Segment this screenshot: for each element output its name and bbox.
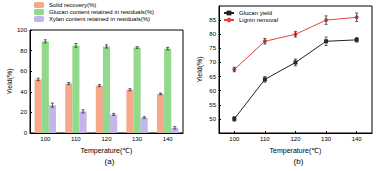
svg-text:(b): (b) — [294, 157, 304, 166]
svg-text:Yield(%): Yield(%) — [196, 56, 204, 82]
svg-text:110: 110 — [71, 136, 81, 142]
svg-text:100: 100 — [17, 27, 28, 33]
svg-text:55: 55 — [209, 102, 216, 108]
svg-text:130: 130 — [321, 136, 332, 142]
svg-text:75: 75 — [209, 45, 216, 51]
svg-text:60: 60 — [20, 68, 27, 74]
svg-text:100: 100 — [229, 136, 240, 142]
svg-text:Xylan content retained in resi: Xylan content retained in residuals(%) — [49, 16, 150, 22]
svg-text:85: 85 — [209, 17, 216, 23]
svg-text:130: 130 — [132, 136, 143, 142]
svg-text:80: 80 — [209, 31, 216, 37]
svg-text:Solid recovery(%): Solid recovery(%) — [49, 2, 96, 8]
svg-text:65: 65 — [209, 74, 216, 80]
svg-text:110: 110 — [260, 136, 270, 142]
svg-text:20: 20 — [20, 109, 27, 115]
svg-text:120: 120 — [101, 136, 112, 142]
svg-text:Lignin removal: Lignin removal — [239, 17, 278, 23]
svg-text:Yield(%): Yield(%) — [6, 68, 14, 94]
svg-text:60: 60 — [209, 88, 216, 94]
svg-text:70: 70 — [209, 59, 216, 65]
svg-text:40: 40 — [20, 89, 27, 95]
svg-text:(a): (a) — [105, 157, 115, 166]
svg-text:140: 140 — [163, 136, 174, 142]
svg-text:Temperature(℃): Temperature(℃) — [270, 147, 322, 155]
svg-text:Glucan content retained in res: Glucan content retained in residuals(%) — [49, 9, 154, 15]
svg-text:Temperature(℃): Temperature(℃) — [81, 147, 133, 155]
svg-text:80: 80 — [20, 48, 27, 54]
svg-text:50: 50 — [209, 116, 216, 122]
svg-text:Glucan yield: Glucan yield — [239, 10, 272, 16]
svg-text:100: 100 — [40, 136, 51, 142]
svg-text:0: 0 — [24, 130, 28, 136]
svg-text:120: 120 — [290, 136, 301, 142]
svg-text:140: 140 — [352, 136, 363, 142]
